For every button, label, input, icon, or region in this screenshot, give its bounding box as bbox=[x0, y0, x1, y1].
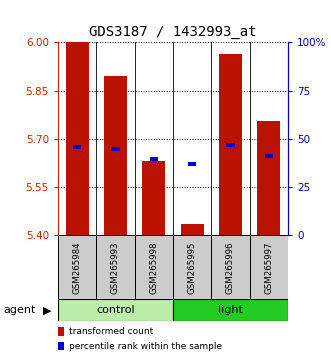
Bar bbox=[219, 54, 242, 235]
Bar bbox=[58, 299, 173, 321]
Text: GSM265995: GSM265995 bbox=[188, 241, 197, 293]
Text: control: control bbox=[96, 305, 135, 315]
Text: ▶: ▶ bbox=[43, 306, 52, 315]
Bar bbox=[250, 235, 288, 299]
Bar bbox=[211, 235, 250, 299]
Bar bbox=[104, 76, 127, 235]
Bar bbox=[173, 235, 211, 299]
Bar bbox=[181, 224, 204, 235]
Bar bbox=[226, 143, 235, 147]
Text: light: light bbox=[218, 305, 243, 315]
Bar bbox=[73, 145, 81, 149]
Text: percentile rank within the sample: percentile rank within the sample bbox=[69, 342, 222, 351]
Text: GSM265996: GSM265996 bbox=[226, 241, 235, 293]
Text: transformed count: transformed count bbox=[69, 327, 153, 336]
Bar bbox=[135, 235, 173, 299]
Bar bbox=[150, 157, 158, 161]
Bar bbox=[264, 154, 273, 158]
Bar bbox=[257, 121, 280, 235]
Bar bbox=[142, 161, 165, 235]
Title: GDS3187 / 1432993_at: GDS3187 / 1432993_at bbox=[89, 25, 257, 39]
Bar bbox=[111, 147, 119, 151]
Bar bbox=[66, 42, 89, 235]
Text: GSM265993: GSM265993 bbox=[111, 241, 120, 293]
Bar bbox=[58, 235, 96, 299]
Text: GSM265998: GSM265998 bbox=[149, 241, 158, 293]
Text: GSM265984: GSM265984 bbox=[72, 241, 82, 293]
Text: GSM265997: GSM265997 bbox=[264, 241, 273, 293]
Text: agent: agent bbox=[3, 306, 36, 315]
Bar bbox=[96, 235, 135, 299]
Bar bbox=[173, 299, 288, 321]
Bar bbox=[188, 162, 196, 166]
